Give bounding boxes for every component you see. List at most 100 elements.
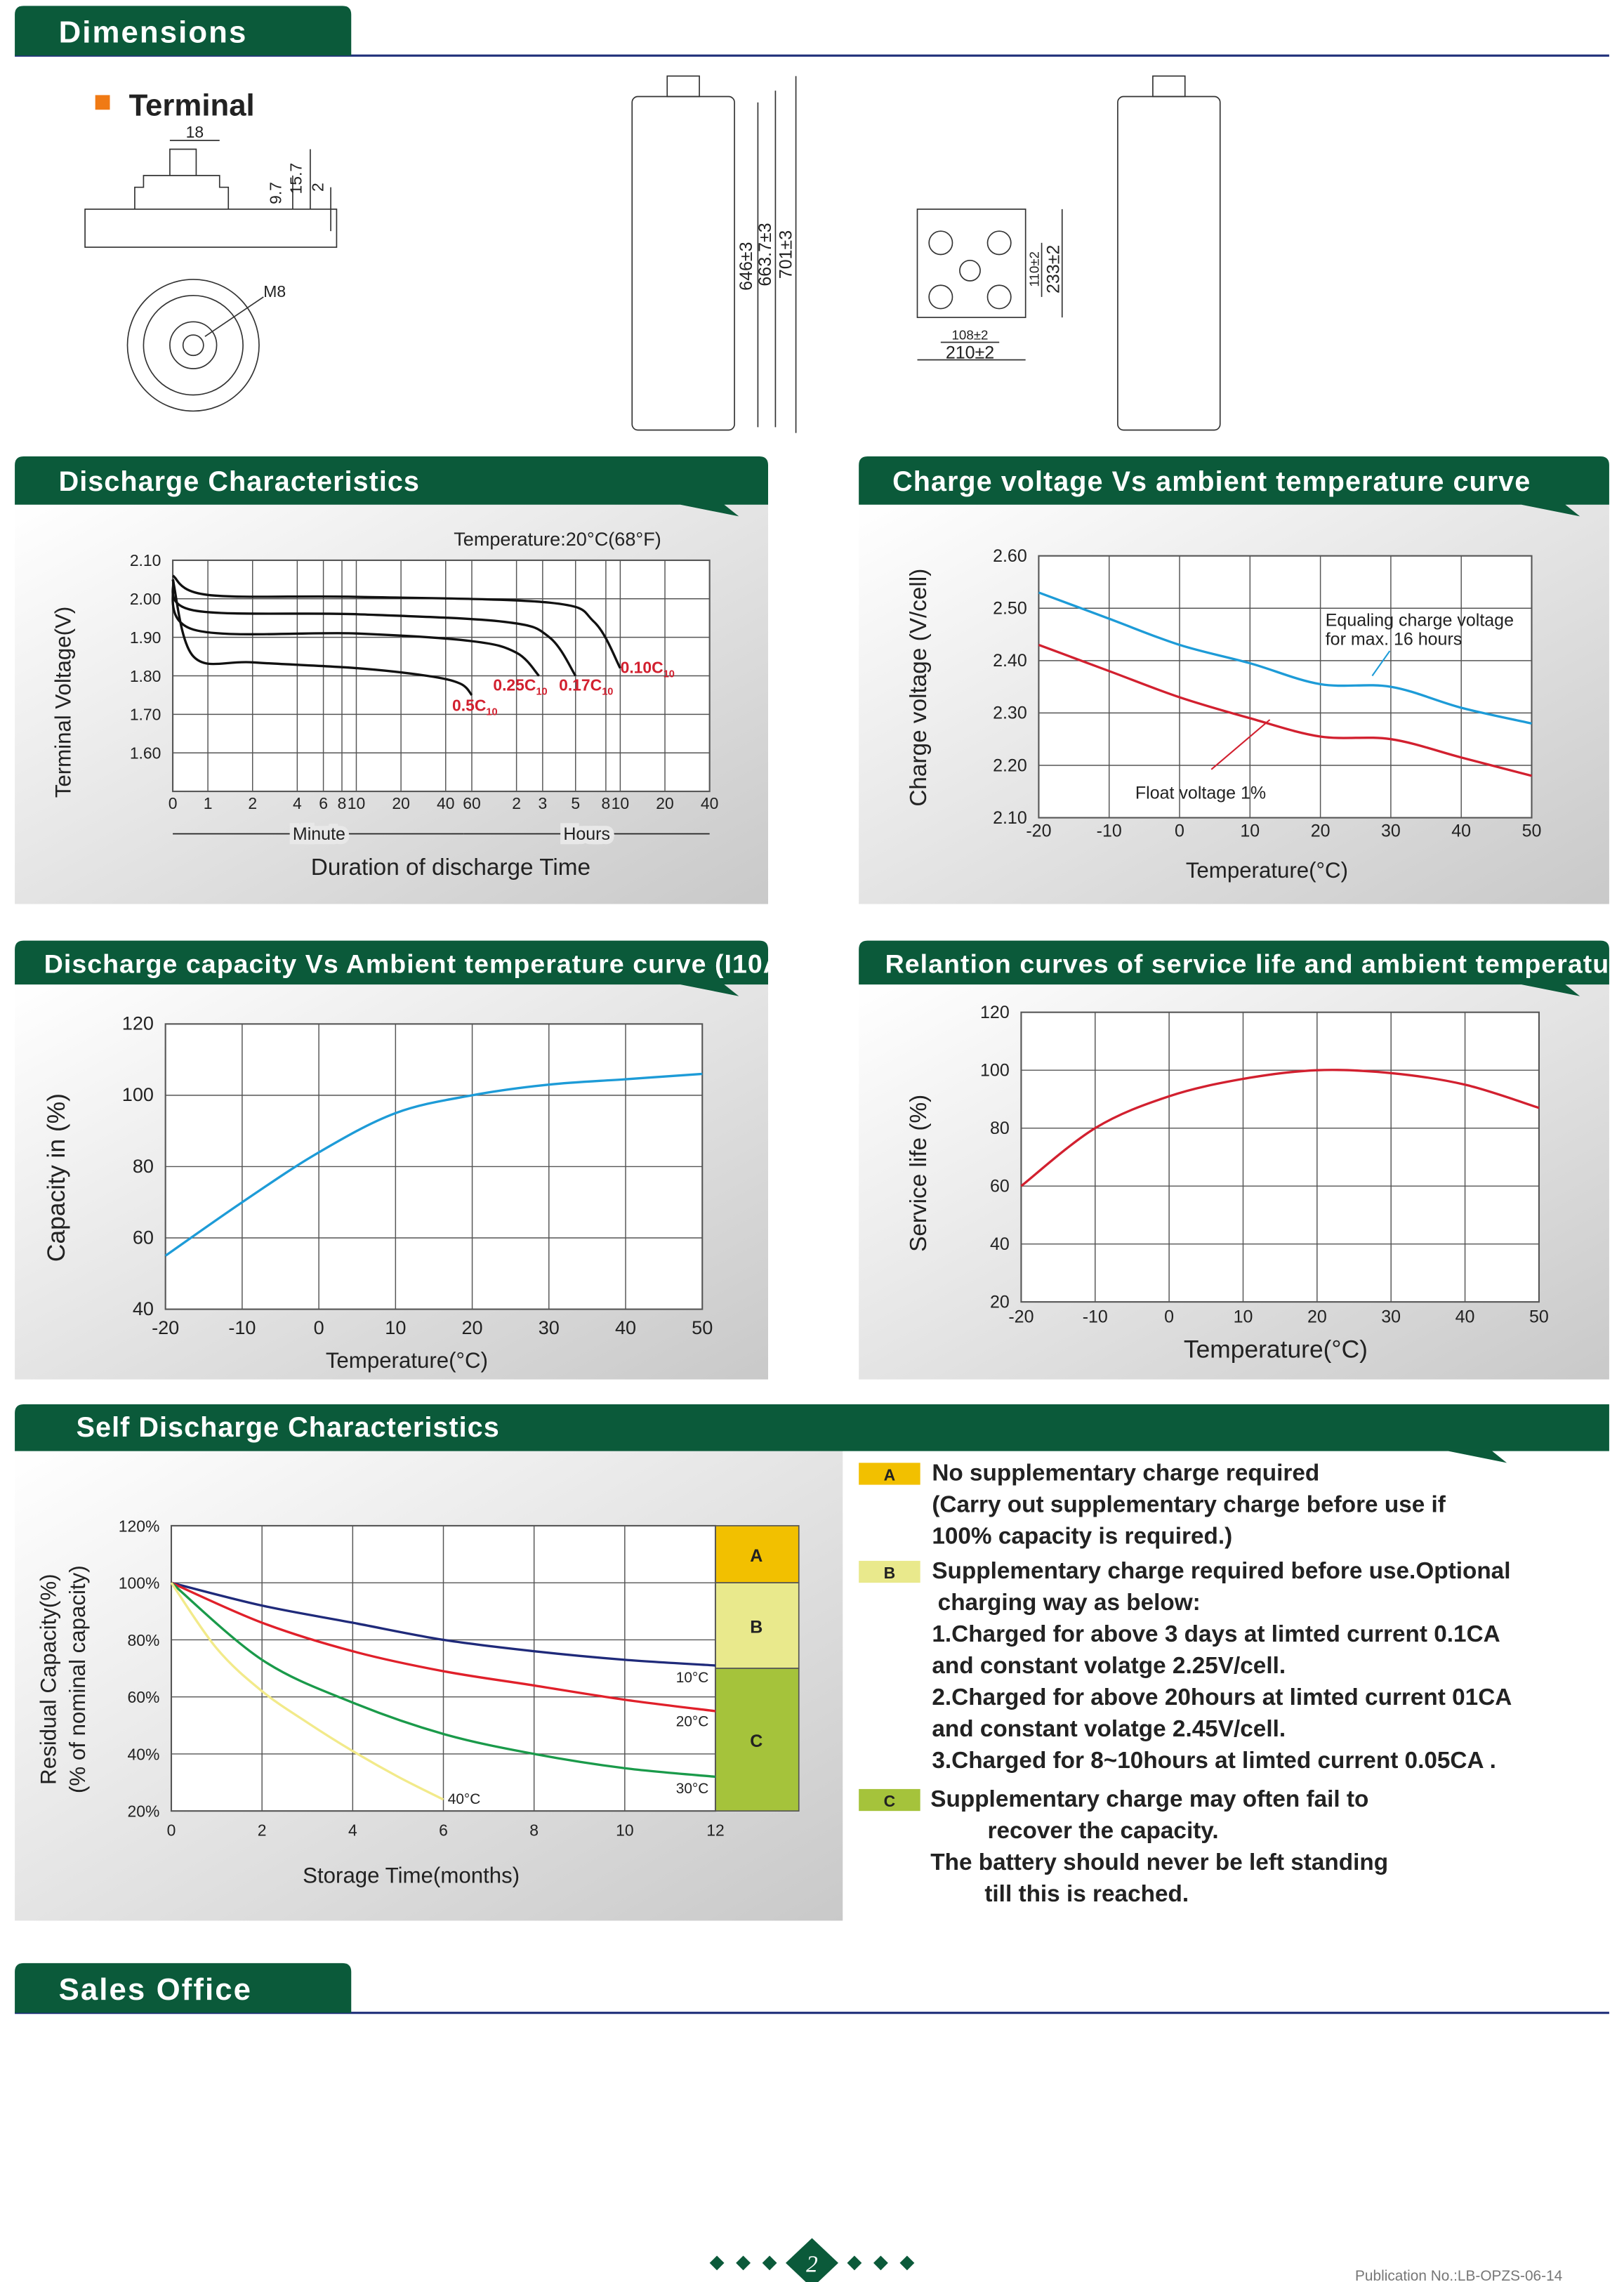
y-tick-label: 2.40: [993, 651, 1027, 671]
x-tick-label: 2: [248, 794, 257, 812]
x-tick-label: 2: [258, 1821, 267, 1840]
series-label: 0.17C10: [559, 675, 613, 697]
footer-diamond: [709, 2255, 725, 2271]
series-name: 0.17C: [559, 675, 602, 694]
annotation: Float voltage 1%: [1135, 784, 1266, 803]
note-line: 100% capacity is required.): [932, 1523, 1232, 1549]
header-tab: [15, 1963, 352, 2013]
x-tick-label: 4: [348, 1821, 357, 1840]
x-tick-label: 0: [1164, 1307, 1174, 1326]
battery-terminal: [1152, 75, 1186, 98]
y-tick-label: 40: [990, 1234, 1010, 1254]
x-tick-label: 30: [539, 1317, 560, 1338]
terminal-profile: [134, 175, 230, 209]
note-line: 1.Charged for above 3 days at limted cur…: [932, 1621, 1500, 1647]
series-label: 0.10C10: [621, 658, 675, 680]
annotation: Temperature:20°C(68°F): [454, 528, 661, 550]
battery-side: [631, 95, 735, 431]
section-title: Relantion curves of service life and amb…: [885, 949, 1624, 978]
y-axis-title: Charge voltage (V/cell): [906, 569, 932, 807]
y-axis-title: Terminal Voltage(V): [51, 607, 75, 798]
x-tick-label: 1: [204, 794, 213, 812]
y-tick-label: 2.00: [130, 590, 161, 608]
y-tick-label: 1.70: [130, 706, 161, 724]
y-tick-label: 120%: [119, 1517, 160, 1535]
zone: [715, 1525, 800, 1584]
page-number: 2: [806, 2251, 818, 2277]
battery-side: [1117, 95, 1221, 431]
vent: [959, 260, 981, 282]
x-unit-label: Hours: [563, 824, 610, 844]
terminal-bolt: [169, 148, 197, 176]
y-tick-label: 100: [122, 1083, 154, 1105]
footer-diamond: [762, 2255, 777, 2271]
series-subscript: 10: [664, 669, 675, 680]
series-line: [171, 579, 577, 677]
series-name: 0.5C: [452, 696, 486, 714]
section-title: Dimensions: [59, 15, 248, 49]
x-tick-label: 2: [512, 794, 521, 812]
note-key: [859, 1560, 920, 1583]
x-tick-label: 0: [314, 1317, 324, 1338]
x-tick-label: 40: [1451, 822, 1471, 841]
note-key: [859, 1788, 920, 1812]
y-tick-label: 80: [133, 1155, 154, 1177]
x-tick-label: 40: [437, 794, 454, 812]
x-axis-title: Duration of discharge Time: [311, 855, 590, 881]
x-tick-label: 3: [538, 794, 547, 812]
annotation: for max. 16 hours: [1326, 630, 1463, 649]
zone-label: C: [750, 1732, 763, 1751]
x-tick-label: 5: [571, 794, 580, 812]
publication-no: Publication No.:LB-OPZS-06-14: [1355, 2268, 1562, 2282]
series-name: 0.10C: [621, 658, 664, 676]
terminal-ring: [143, 295, 244, 396]
note-key-label: B: [884, 1564, 896, 1582]
x-tick-label: 50: [1529, 1307, 1549, 1326]
x-tick-label: 6: [439, 1821, 448, 1840]
y-axis-title: Capacity in (%): [42, 1093, 70, 1262]
footer-diamond: [899, 2255, 915, 2271]
x-tick-label: -10: [1097, 822, 1122, 841]
series-name: 0.25C: [493, 675, 536, 694]
x-tick-label: 10: [348, 794, 365, 812]
y-tick-label: 120: [980, 1003, 1010, 1022]
x-tick-label: 20: [462, 1317, 483, 1338]
annotation-arrow: [1371, 650, 1391, 677]
x-tick-label: -20: [1008, 1307, 1034, 1326]
section-title: Charge voltage Vs ambient temperature cu…: [892, 466, 1531, 497]
note-line: recover the capacity.: [988, 1818, 1219, 1844]
section-title: Sales Office: [59, 1972, 252, 2007]
dimension-drawings: [84, 75, 1221, 433]
series-line: [171, 1581, 716, 1713]
x-axis-title: Temperature(°C): [1186, 858, 1348, 883]
x-tick-label: 50: [1522, 822, 1542, 841]
x-tick-label: -20: [1026, 822, 1051, 841]
x-tick-label: -10: [1083, 1307, 1108, 1326]
x-tick-label: 40: [701, 794, 718, 812]
x-tick-label: 12: [706, 1821, 724, 1840]
x-tick-label: 8: [602, 794, 611, 812]
bullet: [95, 95, 110, 110]
zone-label: B: [750, 1618, 763, 1637]
terminal-hole: [182, 334, 204, 357]
series-line: [172, 574, 621, 669]
terminal-top: [126, 279, 260, 412]
series-label: 30°C: [676, 1781, 709, 1797]
x-tick-label: 10: [385, 1317, 406, 1338]
leader: [204, 296, 264, 337]
battery-terminal: [666, 75, 700, 98]
x-tick-label: 30: [1381, 1307, 1401, 1326]
x-tick-label: 0: [169, 794, 178, 812]
terminal-neg: [986, 284, 1012, 310]
battery-top: [916, 209, 1026, 318]
y-tick-label: 2.60: [993, 546, 1027, 566]
y-tick-label: 80%: [127, 1631, 159, 1649]
terminal-title: Terminal: [129, 88, 255, 123]
footer-diamond: [847, 2255, 862, 2271]
y-tick-label: 1.80: [130, 667, 161, 685]
dim-label: 2: [309, 183, 327, 192]
banner: [15, 456, 768, 517]
y-axis-title: (% of nominal capacity): [65, 1565, 90, 1793]
y-tick-label: 1.90: [130, 628, 161, 647]
